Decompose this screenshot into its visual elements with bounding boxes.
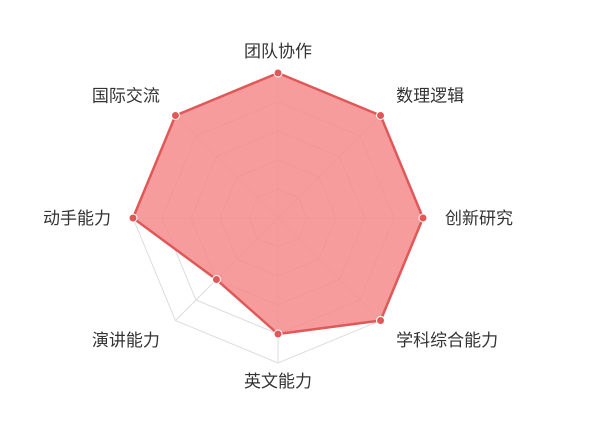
data-point[interactable] — [418, 213, 428, 223]
data-point[interactable] — [170, 110, 180, 120]
data-point[interactable] — [273, 329, 283, 339]
axis-label-english: 英文能力 — [244, 372, 312, 392]
axis-label-teamwork: 团队协作 — [244, 42, 312, 62]
axis-label-comprehensive: 学科综合能力 — [396, 331, 498, 351]
data-point[interactable] — [376, 316, 386, 326]
radar-series — [128, 68, 428, 339]
data-point[interactable] — [273, 68, 283, 78]
radar-axis-labels: 团队协作 数理逻辑 创新研究 学科综合能力 英文能力 演讲能力 动手能力 国际交… — [43, 42, 513, 392]
axis-label-hands-on: 动手能力 — [43, 209, 111, 229]
data-point[interactable] — [376, 110, 386, 120]
axis-label-math-logic: 数理逻辑 — [396, 87, 464, 107]
data-point[interactable] — [211, 275, 221, 285]
axis-label-international: 国际交流 — [92, 87, 160, 107]
axis-label-speech: 演讲能力 — [92, 331, 160, 351]
data-point[interactable] — [128, 213, 138, 223]
axis-label-innovation: 创新研究 — [445, 209, 513, 229]
